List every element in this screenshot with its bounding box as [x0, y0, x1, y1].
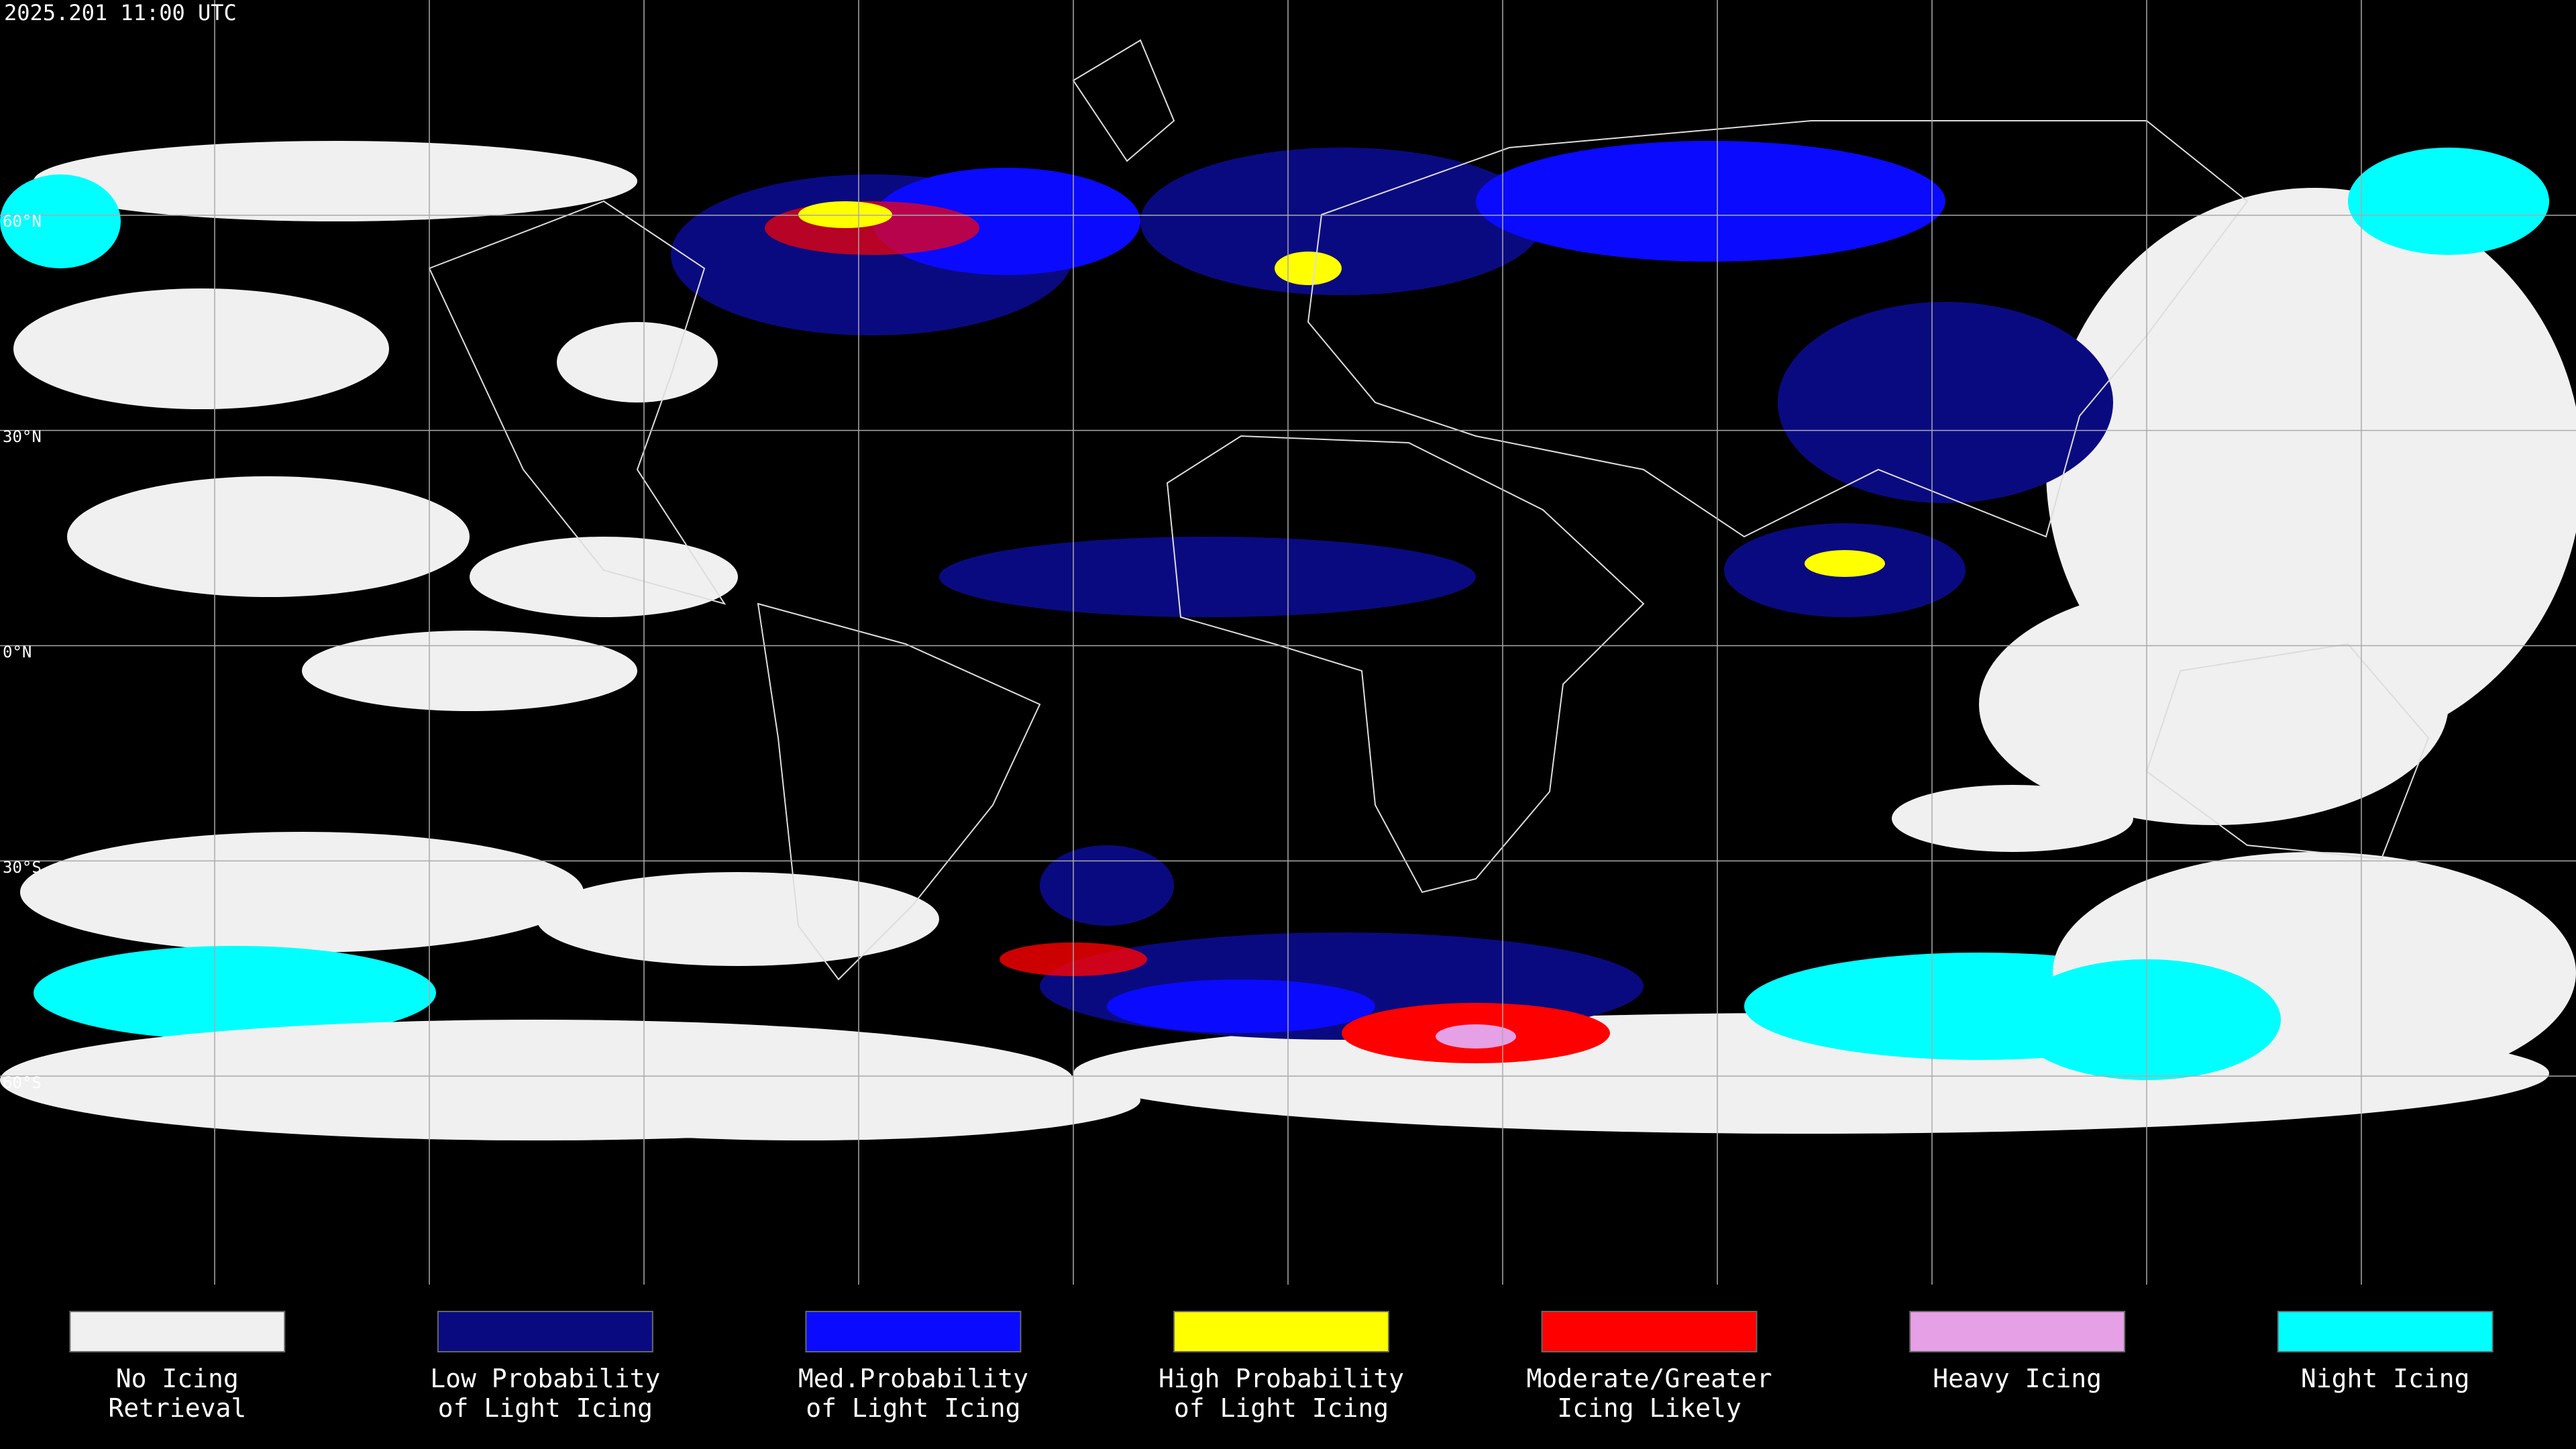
legend-label: Night Icing [2301, 1364, 2470, 1393]
legend-swatch [437, 1311, 653, 1352]
cloud [939, 537, 1476, 617]
legend-swatch [1541, 1311, 1758, 1352]
cloud [0, 174, 121, 268]
cloud [798, 201, 892, 228]
cloud [34, 141, 637, 221]
coastline [1166, 435, 1645, 894]
coastline [1307, 120, 2249, 538]
coastline [1072, 39, 1175, 162]
legend-label: Retrieval [108, 1393, 246, 1423]
cloud [302, 631, 637, 711]
legend-label: Med.Probability [798, 1364, 1028, 1393]
cloud [470, 1060, 1140, 1140]
legend-swatch [2277, 1311, 2493, 1352]
cloud [1805, 550, 1885, 577]
legend-label: of Light Icing [806, 1393, 1020, 1423]
cloud [537, 872, 939, 966]
legend-label: of Light Icing [1174, 1393, 1389, 1423]
legend-label: No Icing [116, 1364, 239, 1393]
cloud [67, 476, 470, 597]
latitude-label: 60°S [3, 1073, 42, 1092]
legend-swatch [1909, 1311, 2126, 1352]
cloud [1778, 302, 2113, 503]
cloud [1979, 584, 2449, 825]
legend-swatch [1173, 1311, 1389, 1352]
latitude-label: 0°N [3, 643, 32, 661]
graticule [0, 0, 2576, 1291]
cloud [34, 946, 436, 1040]
legend-swatch [805, 1311, 1022, 1352]
legend-label: High Probability [1159, 1364, 1404, 1393]
cloud [470, 537, 738, 617]
cloud [1140, 148, 1543, 295]
legend-label: Moderate/Greater [1527, 1364, 1772, 1393]
cloud [557, 322, 718, 402]
latitude-label: 60°N [3, 212, 42, 231]
cloud [1476, 141, 1945, 262]
coastlines [428, 39, 2430, 981]
legend-swatch [69, 1311, 286, 1352]
latitude-label: 30°S [3, 858, 42, 877]
legend-label: Icing Likely [1557, 1393, 1741, 1423]
timestamp: 2025.201 11:00 UTC [4, 0, 237, 25]
legend-label: of Light Icing [438, 1393, 653, 1423]
cloud [1040, 845, 1174, 926]
cloud [1892, 785, 2133, 852]
cloud [20, 832, 584, 953]
coastline [428, 200, 727, 605]
latitude-label: 30°N [3, 427, 42, 446]
coastline [757, 602, 1041, 981]
cloud [13, 288, 389, 409]
legend-label: Low Probability [430, 1364, 660, 1393]
cloud [1436, 1024, 1516, 1049]
cloud [2348, 148, 2549, 255]
cloud [1107, 979, 1375, 1033]
cloud [1275, 252, 1342, 285]
legend-label: Heavy Icing [1933, 1364, 2102, 1393]
